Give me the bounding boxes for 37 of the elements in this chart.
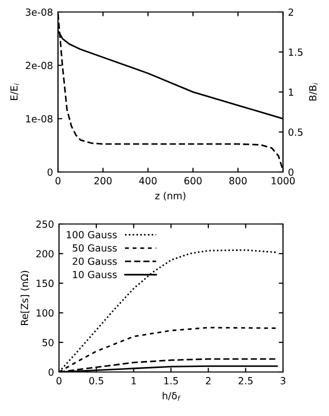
y-tick-label: 100 (36, 309, 54, 317)
x-tick-label: 0 (56, 377, 62, 384)
y2-tick-label: 0 (288, 168, 294, 176)
y-axis-title: E/E$_{i}$ (10, 83, 20, 100)
y-tick-label: 200 (36, 250, 54, 258)
x-tick-label: 3 (280, 377, 286, 384)
y-tick-label: 250 (36, 220, 54, 228)
x-tick-label: 1 (132, 377, 136, 384)
x-tick-label: 800 (229, 177, 247, 184)
y-tick-label: 50 (42, 338, 54, 346)
y2-tick-label: 0.5 (288, 128, 302, 136)
x-tick-label: 1000 (272, 177, 295, 184)
legend-label: 50 Gauss (72, 244, 117, 252)
y-tick-label: 0 (48, 168, 52, 176)
x-tick-label: 0 (56, 177, 60, 184)
x-tick-label: 2.5 (238, 377, 253, 384)
legend-label: 100 Gauss (66, 230, 117, 238)
y-tick-label: 0 (48, 368, 54, 376)
y2-tick-label: 1.5 (288, 48, 302, 56)
y2-tick-label: 1 (288, 88, 294, 96)
y-tick-label: 150 (36, 280, 54, 288)
y-axis-title: Re[Zs] (nΩ) (20, 270, 30, 325)
x-tick-label: 1.5 (164, 377, 178, 384)
legend-label: 20 Gauss (72, 258, 117, 265)
y-tick-label: 2e-08 (26, 62, 52, 70)
x-tick-label: 600 (184, 177, 202, 184)
x-axis-title: z (nm) (155, 192, 186, 200)
x-tick-label: 2 (206, 377, 210, 384)
y2-tick-label: 2 (288, 8, 294, 16)
y-tick-label: 3e-08 (26, 8, 52, 16)
x-tick-label: 400 (139, 177, 157, 184)
x-axis-title: h/δ$_{f}$ (162, 392, 181, 401)
x-tick-label: 200 (94, 177, 112, 184)
legend-label: 10 Gauss (73, 270, 117, 278)
y-tick-label: 1e-08 (26, 115, 52, 122)
x-tick-label: 0.5 (89, 377, 104, 384)
y2-axis-title: B/B$_{i}$ (309, 82, 318, 101)
